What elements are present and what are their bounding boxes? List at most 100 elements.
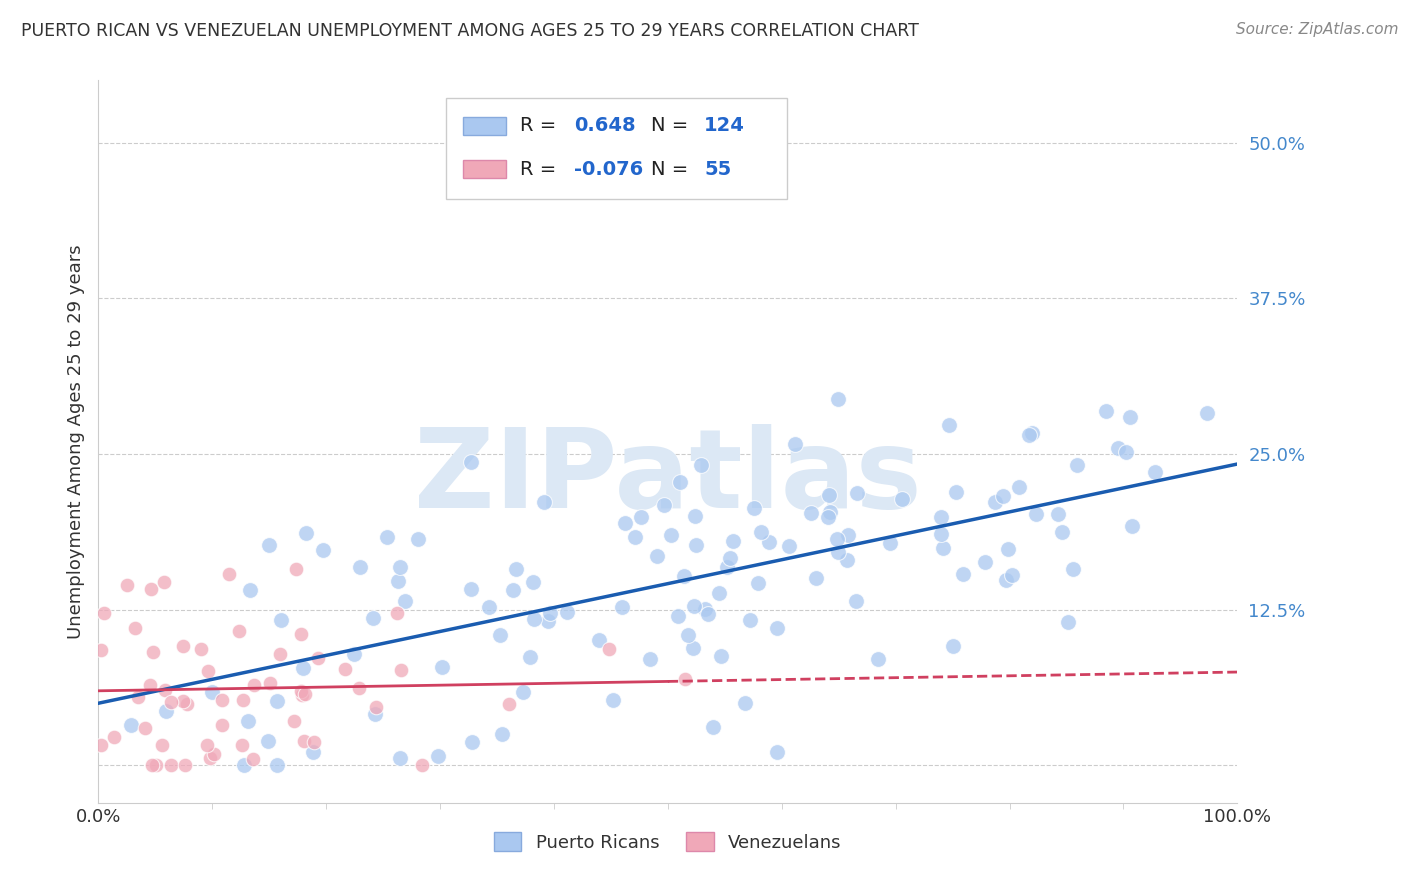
Point xyxy=(389,750,412,764)
Point xyxy=(389,560,412,574)
Point xyxy=(242,751,264,765)
Point xyxy=(523,612,546,626)
FancyBboxPatch shape xyxy=(446,98,787,200)
Point xyxy=(825,532,848,546)
Point xyxy=(716,560,738,574)
Point xyxy=(929,526,952,541)
Text: ZIPatlas: ZIPatlas xyxy=(413,425,922,531)
Point xyxy=(1195,407,1218,421)
Point xyxy=(995,573,1018,587)
Point xyxy=(624,530,647,544)
Point xyxy=(685,509,707,524)
Point xyxy=(1025,507,1047,521)
Point xyxy=(610,600,633,615)
Text: -0.076: -0.076 xyxy=(575,160,644,178)
Point xyxy=(1062,562,1084,576)
Point xyxy=(1115,445,1137,459)
Point xyxy=(242,678,264,692)
Point xyxy=(1094,403,1116,417)
Point xyxy=(142,645,165,659)
Point xyxy=(172,639,194,653)
Point xyxy=(638,652,661,666)
Point xyxy=(744,501,766,516)
Point xyxy=(176,697,198,711)
Y-axis label: Unemployment Among Ages 25 to 29 years: Unemployment Among Ages 25 to 29 years xyxy=(66,244,84,639)
Point xyxy=(302,735,325,749)
Point xyxy=(669,475,692,489)
Text: 0.648: 0.648 xyxy=(575,116,636,136)
Text: 55: 55 xyxy=(704,160,731,178)
Point xyxy=(301,745,323,759)
Point xyxy=(266,694,288,708)
Point xyxy=(659,527,682,541)
Point xyxy=(294,687,316,701)
Point xyxy=(232,693,254,707)
Point xyxy=(734,697,756,711)
Point xyxy=(307,650,329,665)
Point xyxy=(361,611,384,625)
Point xyxy=(460,455,482,469)
Point xyxy=(588,633,610,648)
Point xyxy=(478,599,501,614)
Point xyxy=(124,621,146,635)
Point xyxy=(93,606,115,620)
Point xyxy=(1018,428,1040,442)
Point xyxy=(738,613,761,627)
Point xyxy=(375,530,398,544)
Point xyxy=(630,510,652,524)
Point xyxy=(134,721,156,735)
Point xyxy=(312,542,335,557)
Point xyxy=(683,599,706,614)
Point xyxy=(997,542,1019,557)
Point xyxy=(488,628,510,642)
Point xyxy=(1107,441,1129,455)
Point xyxy=(190,642,212,657)
Point xyxy=(460,582,482,597)
Point xyxy=(522,574,544,589)
Point xyxy=(290,684,312,698)
Point xyxy=(938,418,960,433)
Point xyxy=(942,639,965,653)
Point xyxy=(537,615,560,629)
Point xyxy=(257,538,280,552)
Point xyxy=(672,568,695,582)
Point xyxy=(295,526,318,541)
Point xyxy=(120,717,142,731)
Point xyxy=(202,747,225,761)
Point xyxy=(820,505,842,519)
Point xyxy=(269,647,291,661)
Point xyxy=(891,491,914,506)
Point xyxy=(256,734,278,748)
Point xyxy=(1050,525,1073,540)
Text: 124: 124 xyxy=(704,116,745,136)
Point xyxy=(349,681,371,695)
Point xyxy=(117,578,139,592)
Point xyxy=(512,684,534,698)
Point xyxy=(333,662,356,676)
Point xyxy=(266,757,288,772)
Point xyxy=(931,509,953,524)
FancyBboxPatch shape xyxy=(463,161,506,178)
Point xyxy=(155,704,177,718)
Point xyxy=(198,751,221,765)
Point xyxy=(153,574,176,589)
Point xyxy=(232,758,254,772)
Point xyxy=(827,545,849,559)
Point xyxy=(652,498,675,512)
Point xyxy=(150,739,173,753)
Point xyxy=(239,583,262,598)
Point xyxy=(837,552,859,566)
Point xyxy=(1057,615,1080,629)
Point xyxy=(427,748,450,763)
Text: R =: R = xyxy=(520,116,562,136)
Point xyxy=(218,566,240,581)
Point xyxy=(498,697,520,711)
Point xyxy=(90,738,112,752)
Point xyxy=(394,594,416,608)
Point xyxy=(228,624,250,638)
Point xyxy=(349,560,371,574)
Point xyxy=(845,594,868,608)
Point xyxy=(1119,410,1142,425)
Point xyxy=(690,458,713,473)
Point xyxy=(991,490,1014,504)
